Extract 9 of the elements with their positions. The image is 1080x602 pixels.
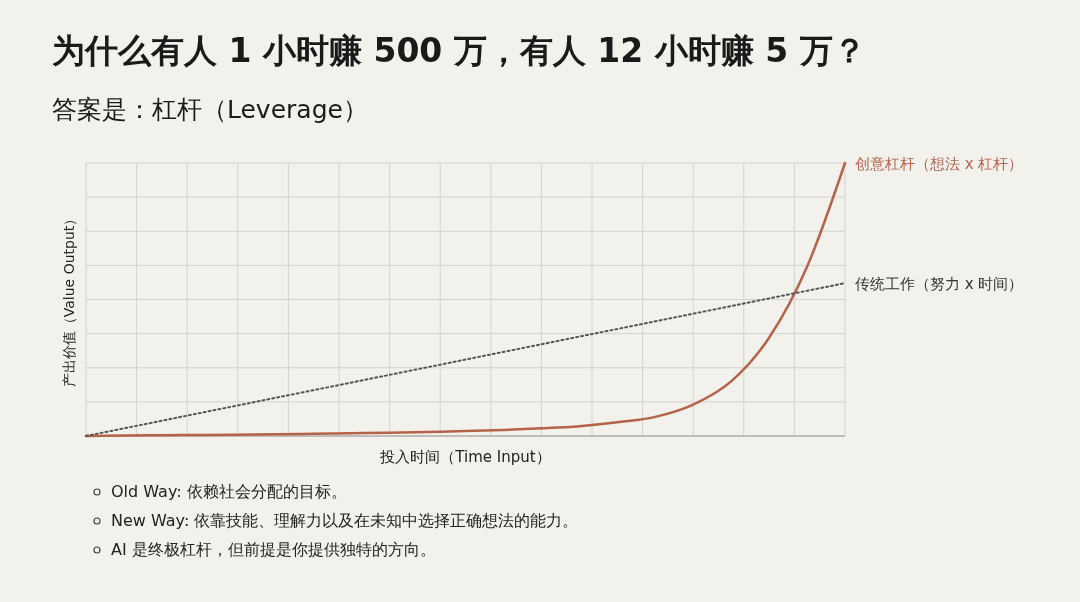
series-label: 传统工作（努力 x 时间） xyxy=(855,275,1024,294)
x-axis-title: 投入时间（Time Input） xyxy=(379,448,551,466)
text: New Way: 依靠技能、理解力以及在未知中选择正确想法的能力。 xyxy=(111,511,579,530)
series-label: 创意杠杆（想法 x 杠杆） xyxy=(855,155,1024,173)
text: Old Way: 依赖社会分配的目标。 xyxy=(111,482,347,501)
text: AI 是终极杠杆，但前提是你提供独特的方向。 xyxy=(111,540,436,559)
chart-subtitle: 答案是：杠杆（Leverage） xyxy=(52,95,368,124)
y-axis-title: 产出价值（Value Output） xyxy=(61,211,77,388)
chart-title: 为什么有人 1 小时赚 500 万，有人 12 小时赚 5 万？ xyxy=(52,31,866,70)
